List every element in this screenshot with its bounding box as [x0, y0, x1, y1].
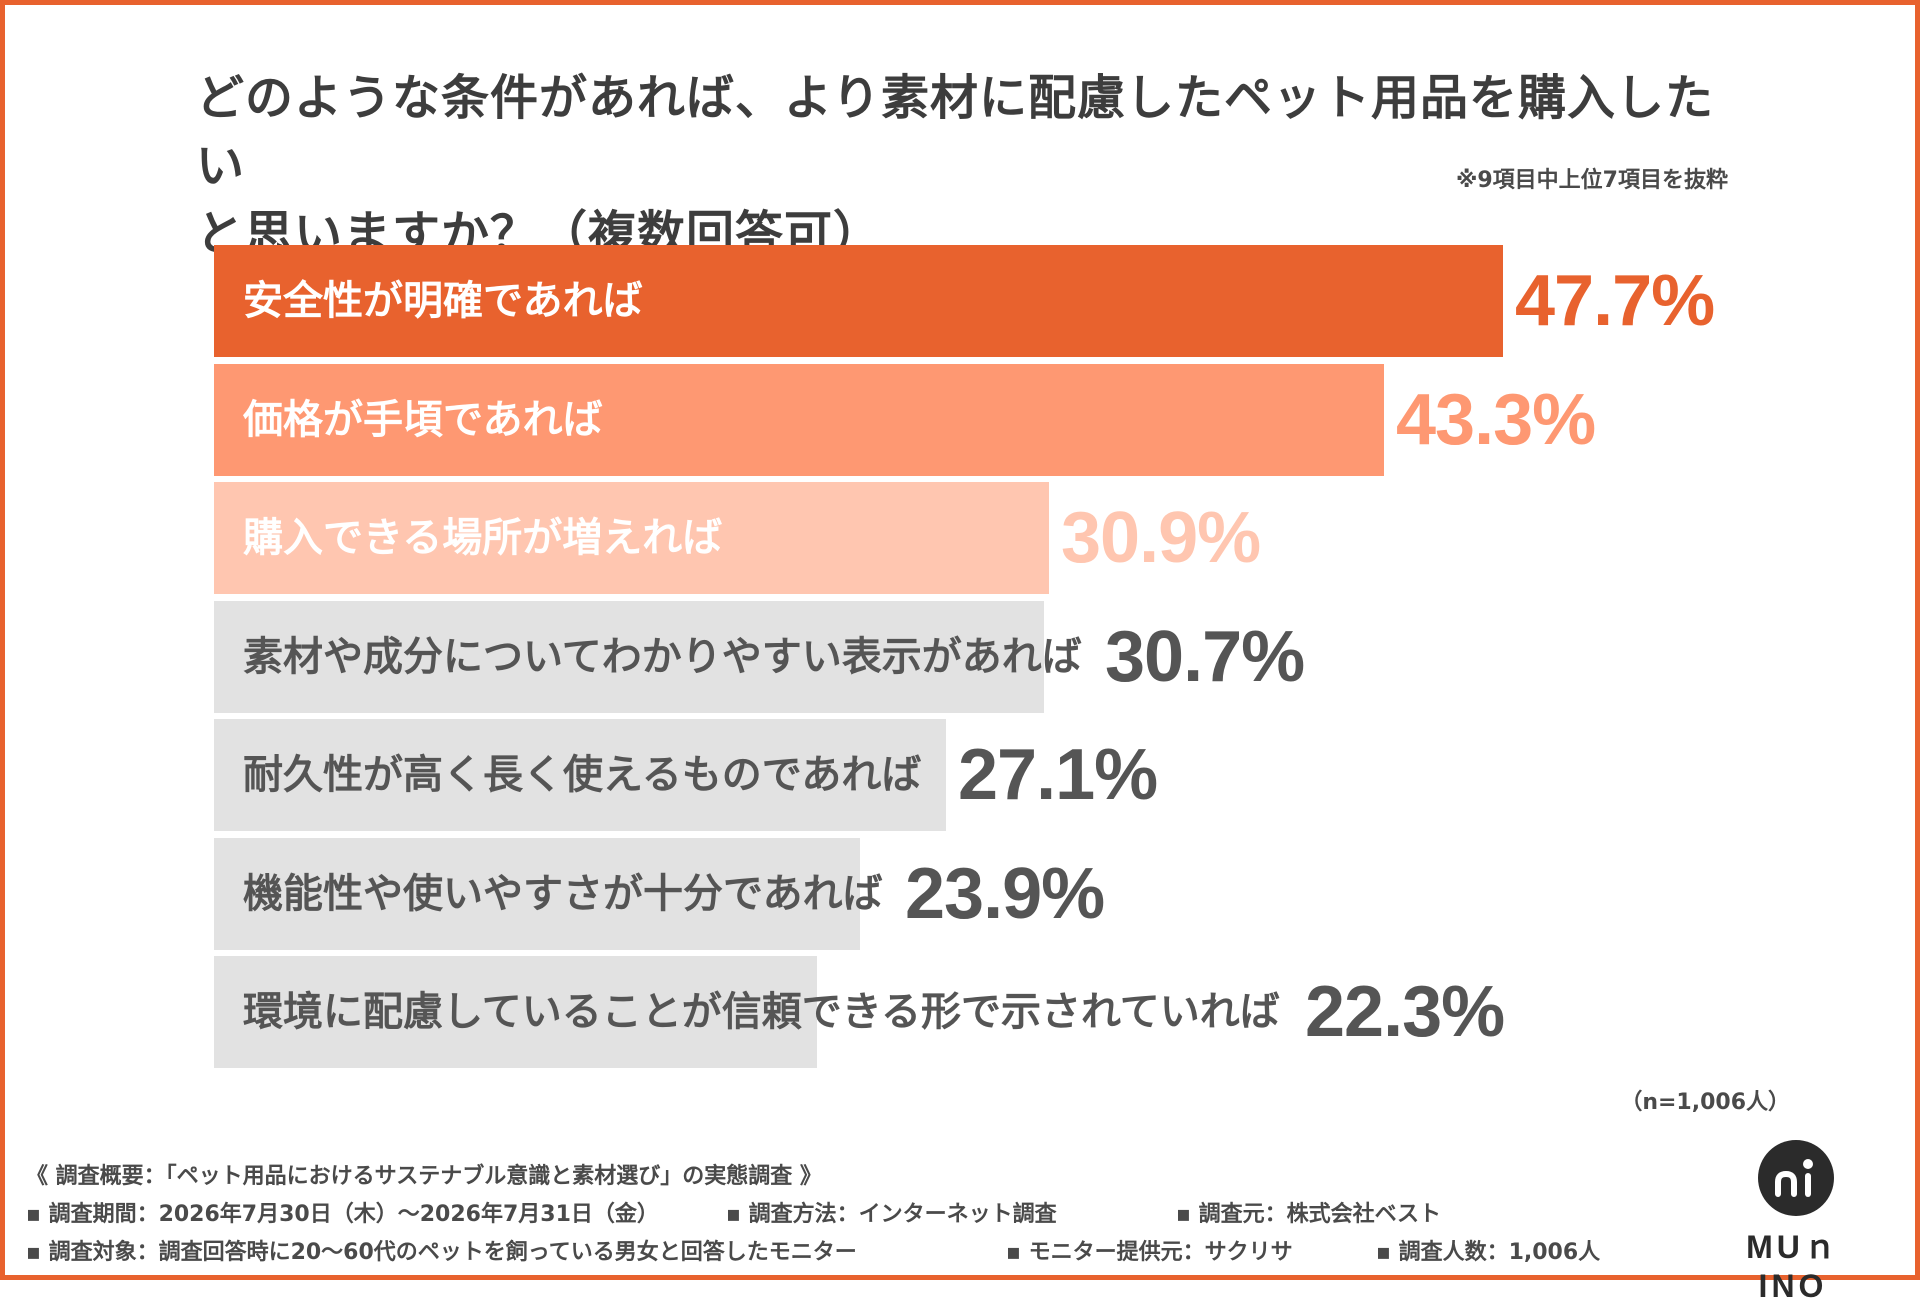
bar-value-3: 30.9%: [1061, 498, 1261, 578]
bar-value-7: 22.3%: [1305, 972, 1505, 1052]
bar-label-1: 安全性が明確であれば: [243, 278, 643, 324]
logo-wordmark: MUｎINO: [1746, 1229, 1840, 1304]
survey-count: ▪ 調査人数：1,006人: [1376, 1240, 1601, 1265]
bar-3: [214, 482, 1049, 594]
survey-method: ▪ 調査方法：インターネット調査: [726, 1202, 1057, 1227]
bar-5: [214, 719, 946, 831]
bar-2: [214, 364, 1384, 476]
survey-source: ▪ 調査元：株式会社ベスト: [1176, 1202, 1442, 1227]
bar-4: [214, 601, 1044, 713]
bar-1: [214, 245, 1503, 357]
bar-value-4: 30.7%: [1105, 617, 1305, 697]
survey-period: ▪ 調査期間：2026年7月30日（木）～2026年7月31日（金）: [26, 1202, 659, 1227]
bar-label-3: 購入できる場所が増えれば: [243, 515, 723, 561]
mufino-logo-icon: [1758, 1140, 1834, 1216]
bar-6: [214, 838, 860, 950]
bar-label-2: 価格が手頃であれば: [243, 397, 603, 443]
bar-7: [214, 956, 817, 1068]
bar-value-1: 47.7%: [1515, 261, 1715, 341]
excerpt-note: ※9項目中上位7項目を抜粋: [1455, 168, 1728, 193]
bar-value-2: 43.3%: [1396, 380, 1596, 460]
survey-overview: 《 調査概要：「ペット用品におけるサステナブル意識と素材選び」の実態調査 》: [26, 1164, 822, 1189]
monitor-provider: ▪ モニター提供元：サクリサ: [1006, 1240, 1293, 1265]
bar-value-6: 23.9%: [905, 854, 1105, 934]
title-line-1: どのような条件があれば、より素材に配慮したペット用品を購入したい: [196, 70, 1715, 194]
bar-label-6: 機能性や使いやすさが十分であれば: [243, 871, 883, 917]
bar-label-4: 素材や成分についてわかりやすい表示があれば: [243, 634, 1082, 680]
bar-label-5: 耐久性が高く長く使えるものであれば: [243, 752, 922, 798]
survey-target: ▪ 調査対象：調査回答時に20～60代のペットを飼っている男女と回答したモニター: [26, 1240, 857, 1265]
bar-value-5: 27.1%: [958, 735, 1158, 815]
brand-logo: MUｎINO: [1718, 1138, 1868, 1304]
sample-size-note: （n=1,006人）: [1620, 1090, 1790, 1115]
bar-label-7: 環境に配慮していることが信頼できる形で示されていれば: [243, 989, 1280, 1035]
